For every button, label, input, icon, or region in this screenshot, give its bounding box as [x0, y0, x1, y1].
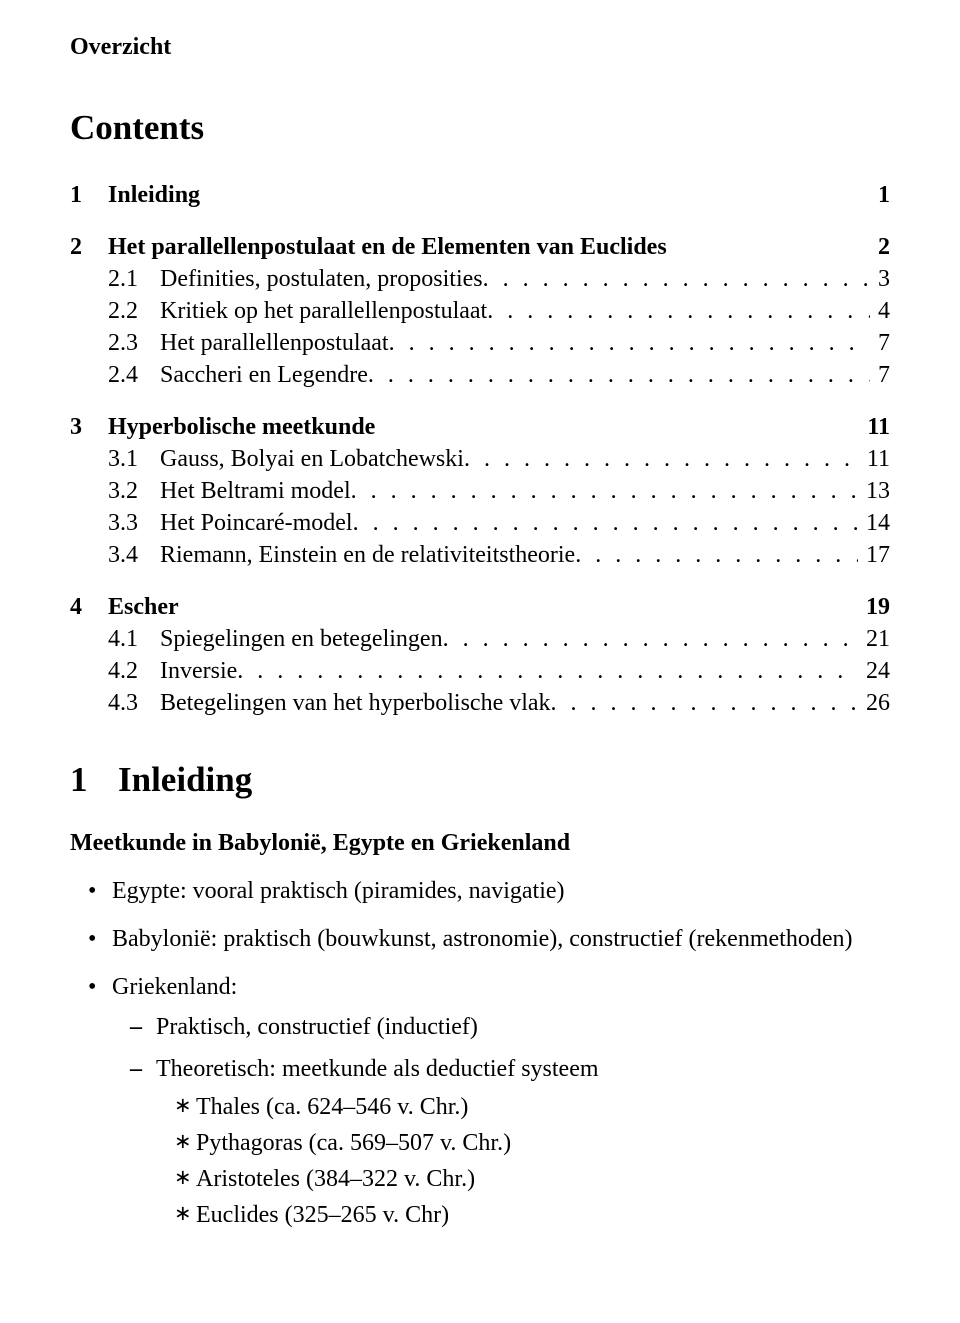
toc-subsection: 4.3 Betegelingen van het hyperbolische v… — [108, 688, 890, 718]
toc-sub-num: 2.3 — [108, 328, 160, 358]
toc-leader — [368, 360, 870, 390]
list-item-text: Pythagoras (ca. 569–507 v. Chr.) — [196, 1130, 511, 1156]
toc-sub-page: 7 — [870, 328, 890, 358]
toc-subsection: 2.4 Saccheri en Legendre 7 — [108, 360, 890, 390]
toc-sub-page: 24 — [858, 656, 890, 686]
list-item-text: Theoretisch: meetkunde als deductief sys… — [156, 1056, 599, 1082]
toc-sub-title: Kritiek op het parallellenpostulaat — [160, 296, 487, 326]
toc-subsection: 3.4 Riemann, Einstein en de relativiteit… — [108, 540, 890, 570]
toc-sub-num: 3.2 — [108, 476, 160, 506]
table-of-contents: 1 Inleiding 1 2 Het parallellenpostulaat… — [70, 180, 890, 718]
list-item: Theoretisch: meetkunde als deductief sys… — [156, 1054, 890, 1230]
list-item-text: Babylonië: praktisch (bouwkunst, astrono… — [112, 926, 852, 952]
toc-sub-page: 11 — [859, 444, 890, 474]
toc-leader — [464, 444, 859, 474]
list-item: Euclides (325–265 v. Chr) — [196, 1200, 890, 1230]
toc-section-page: 1 — [868, 180, 890, 210]
list-item: Babylonië: praktisch (bouwkunst, astrono… — [112, 924, 890, 954]
toc-sub-page: 13 — [858, 476, 890, 506]
toc-sub-title: Gauss, Bolyai en Lobatchewski — [160, 444, 464, 474]
toc-leader — [237, 656, 858, 686]
toc-section-page: 19 — [856, 592, 890, 622]
toc-sub-title: Het Poincaré-model — [160, 508, 353, 538]
toc-sub-num: 4.1 — [108, 624, 160, 654]
list-item-text: Euclides (325–265 v. Chr) — [196, 1202, 449, 1228]
toc-section-title: Hyperbolische meetkunde — [108, 412, 857, 442]
toc-sub-page: 4 — [870, 296, 890, 326]
list-item: Griekenland: Praktisch, constructief (in… — [112, 972, 890, 1230]
list-item-text: Aristoteles (384–322 v. Chr.) — [196, 1166, 475, 1192]
toc-subsection: 2.3 Het parallellenpostulaat 7 — [108, 328, 890, 358]
list-item: Pythagoras (ca. 569–507 v. Chr.) — [196, 1128, 890, 1158]
toc-subsection: 2.1 Definities, postulaten, proposities … — [108, 264, 890, 294]
toc-sub-num: 3.1 — [108, 444, 160, 474]
toc-sub-title: Het Beltrami model — [160, 476, 351, 506]
toc-sub-title: Betegelingen van het hyperbolische vlak — [160, 688, 551, 718]
list-item: Thales (ca. 624–546 v. Chr.) — [196, 1092, 890, 1122]
bullet-list: Egypte: vooral praktisch (piramides, nav… — [70, 876, 890, 1230]
toc-sub-num: 3.4 — [108, 540, 160, 570]
dash-list: Praktisch, constructief (inductief) Theo… — [112, 1012, 890, 1230]
toc-subsection: 2.2 Kritiek op het parallellenpostulaat … — [108, 296, 890, 326]
section-heading: 1Inleiding — [70, 758, 890, 802]
toc-section-num: 2 — [70, 232, 108, 262]
subheading: Meetkunde in Babylonië, Egypte en Grieke… — [70, 828, 890, 858]
toc-sub-page: 26 — [858, 688, 890, 718]
toc-subsection: 3.1 Gauss, Bolyai en Lobatchewski 11 — [108, 444, 890, 474]
toc-leader — [353, 508, 858, 538]
toc-leader — [351, 476, 858, 506]
toc-sub-num: 4.3 — [108, 688, 160, 718]
toc-sub-title: Definities, postulaten, proposities — [160, 264, 483, 294]
toc-sub-num: 2.4 — [108, 360, 160, 390]
toc-sub-page: 3 — [870, 264, 890, 294]
page-header: Overzicht — [70, 32, 890, 62]
toc-subsection: 4.2 Inversie 24 — [108, 656, 890, 686]
toc-section: 3 Hyperbolische meetkunde 11 — [70, 412, 890, 442]
toc-sub-page: 14 — [858, 508, 890, 538]
toc-section-num: 1 — [70, 180, 108, 210]
toc-sub-num: 3.3 — [108, 508, 160, 538]
star-list: Thales (ca. 624–546 v. Chr.) Pythagoras … — [156, 1092, 890, 1230]
toc-sub-num: 4.2 — [108, 656, 160, 686]
contents-title: Contents — [70, 106, 890, 150]
toc-subsection: 3.2 Het Beltrami model 13 — [108, 476, 890, 506]
toc-sub-title: Spiegelingen en betegelingen — [160, 624, 443, 654]
toc-leader — [551, 688, 858, 718]
toc-sub-page: 21 — [858, 624, 890, 654]
section-title: Inleiding — [118, 760, 252, 799]
list-item: Praktisch, constructief (inductief) — [156, 1012, 890, 1042]
toc-section-num: 4 — [70, 592, 108, 622]
list-item-text: Egypte: vooral praktisch (piramides, nav… — [112, 878, 565, 904]
toc-leader — [575, 540, 858, 570]
toc-leader — [487, 296, 870, 326]
toc-sub-page: 17 — [858, 540, 890, 570]
toc-subsection: 4.1 Spiegelingen en betegelingen 21 — [108, 624, 890, 654]
toc-sub-title: Riemann, Einstein en de relativiteitsthe… — [160, 540, 575, 570]
toc-section: 2 Het parallellenpostulaat en de Element… — [70, 232, 890, 262]
toc-section-page: 2 — [868, 232, 890, 262]
list-item: Aristoteles (384–322 v. Chr.) — [196, 1164, 890, 1194]
section-number: 1 — [70, 758, 118, 802]
toc-section-page: 11 — [857, 412, 890, 442]
toc-sub-title: Saccheri en Legendre — [160, 360, 368, 390]
list-item-text: Praktisch, constructief (inductief) — [156, 1014, 478, 1040]
toc-subsection: 3.3 Het Poincaré-model 14 — [108, 508, 890, 538]
toc-sub-title: Het parallellenpostulaat — [160, 328, 389, 358]
toc-section-title: Het parallellenpostulaat en de Elementen… — [108, 232, 868, 262]
toc-section: 4 Escher 19 — [70, 592, 890, 622]
toc-sub-title: Inversie — [160, 656, 237, 686]
toc-sub-num: 2.1 — [108, 264, 160, 294]
toc-sub-num: 2.2 — [108, 296, 160, 326]
toc-leader — [389, 328, 870, 358]
toc-section-title: Escher — [108, 592, 856, 622]
list-item-text: Griekenland: — [112, 974, 237, 1000]
toc-section-num: 3 — [70, 412, 108, 442]
toc-leader — [443, 624, 858, 654]
toc-sub-page: 7 — [870, 360, 890, 390]
list-item-text: Thales (ca. 624–546 v. Chr.) — [196, 1094, 468, 1120]
toc-section: 1 Inleiding 1 — [70, 180, 890, 210]
toc-section-title: Inleiding — [108, 180, 868, 210]
list-item: Egypte: vooral praktisch (piramides, nav… — [112, 876, 890, 906]
toc-leader — [483, 264, 870, 294]
